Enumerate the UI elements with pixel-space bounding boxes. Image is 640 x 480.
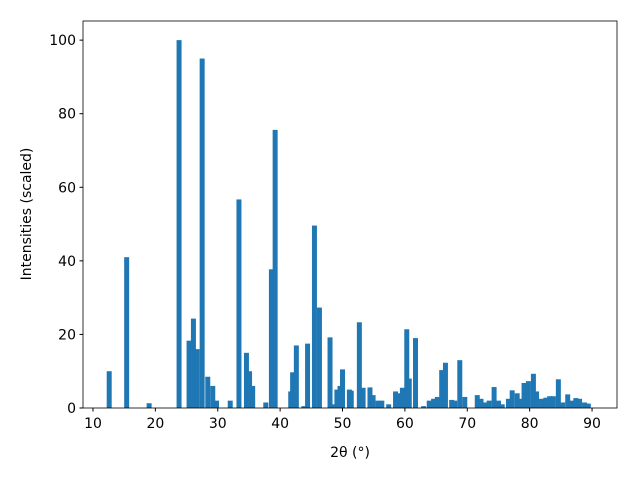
bar	[290, 372, 296, 408]
bar	[301, 406, 307, 408]
bar	[293, 345, 299, 408]
bar	[573, 398, 579, 408]
bar	[449, 399, 455, 408]
bar	[360, 387, 366, 408]
bar	[404, 329, 410, 408]
bar	[146, 403, 152, 408]
bar	[124, 257, 130, 408]
bar	[399, 387, 405, 408]
bar	[106, 371, 112, 408]
bar	[340, 369, 346, 408]
bar	[582, 402, 588, 408]
bar	[555, 379, 561, 408]
bar	[577, 398, 583, 408]
bar	[331, 404, 337, 408]
bar	[327, 337, 333, 408]
bar	[530, 373, 536, 408]
bar	[393, 391, 399, 408]
bar	[214, 400, 219, 408]
y-tick-label: 40	[58, 254, 76, 270]
bar	[186, 340, 192, 408]
bar	[348, 390, 354, 408]
bar	[272, 129, 278, 408]
bar	[199, 58, 205, 408]
bar	[305, 343, 311, 408]
bar	[247, 371, 253, 408]
bar	[505, 398, 511, 408]
bar	[406, 378, 412, 408]
bar	[190, 318, 196, 408]
bar	[568, 400, 574, 408]
bar	[550, 396, 556, 408]
bar	[514, 393, 520, 408]
x-tick-label: 90	[583, 416, 601, 432]
bar	[462, 396, 468, 408]
x-tick-label: 70	[458, 416, 476, 432]
bar	[176, 40, 182, 409]
bar	[560, 402, 566, 408]
bar	[495, 400, 501, 408]
bar	[521, 382, 527, 408]
bar	[375, 400, 381, 408]
bar	[396, 393, 402, 408]
y-tick-label: 0	[67, 401, 76, 417]
x-tick-label: 10	[84, 416, 102, 432]
bar	[517, 398, 523, 408]
bar	[474, 395, 480, 408]
y-tick-label: 60	[58, 180, 76, 196]
bar	[442, 362, 448, 408]
bar	[367, 387, 373, 408]
bar	[205, 376, 211, 408]
bar	[439, 370, 445, 408]
bar	[457, 360, 463, 408]
bar	[434, 396, 440, 408]
y-tick-label: 20	[58, 327, 76, 343]
x-tick-label: 30	[209, 416, 227, 432]
bar	[525, 381, 531, 408]
bar	[547, 396, 553, 408]
plot-frame	[82, 20, 618, 409]
bar	[370, 395, 376, 408]
bar	[243, 352, 249, 408]
x-tick-label: 50	[334, 416, 352, 432]
bar	[413, 338, 418, 408]
bar	[478, 398, 484, 408]
bar	[356, 322, 362, 408]
bar	[311, 225, 317, 408]
bar	[509, 390, 515, 408]
bar	[421, 406, 427, 408]
bar	[499, 404, 505, 408]
x-tick-label: 20	[146, 416, 164, 432]
bar	[334, 389, 340, 408]
bar	[534, 391, 540, 408]
bar	[543, 397, 549, 408]
bar	[452, 400, 458, 408]
bar	[379, 400, 385, 408]
x-axis-label: 2θ (°)	[330, 445, 370, 461]
bar	[263, 402, 269, 408]
bar	[585, 403, 591, 408]
bar	[227, 400, 233, 408]
x-tick-label: 80	[521, 416, 539, 432]
bar	[194, 349, 200, 408]
bar	[539, 398, 545, 408]
bar	[491, 387, 497, 408]
y-tick-label: 100	[49, 33, 76, 49]
bar	[386, 404, 392, 408]
x-tick-label: 40	[271, 416, 289, 432]
bar	[268, 269, 274, 408]
x-tick-label: 60	[396, 416, 414, 432]
bar	[236, 199, 242, 408]
bar	[250, 385, 256, 408]
bar	[482, 402, 488, 408]
y-axis-label: Intensities (scaled)	[19, 148, 35, 281]
bar	[565, 394, 571, 408]
bar	[486, 400, 492, 408]
y-tick-label: 80	[58, 107, 76, 123]
bar	[431, 398, 437, 408]
bar	[426, 400, 432, 408]
bar	[316, 307, 322, 408]
bar	[210, 385, 216, 408]
